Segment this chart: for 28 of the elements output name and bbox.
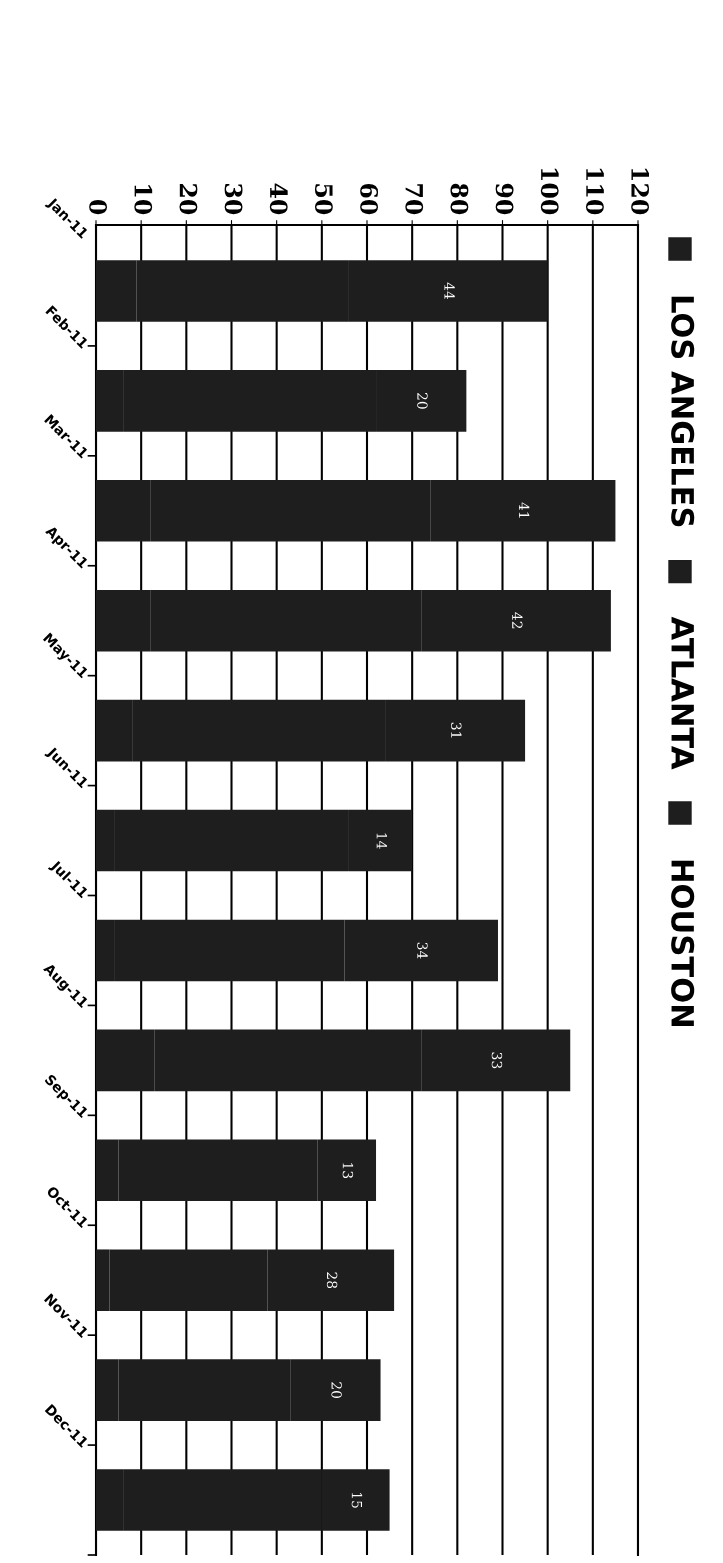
data-label: 34: [417, 942, 428, 959]
x-tick-label: 50: [314, 184, 333, 215]
data-label: 14: [376, 833, 388, 849]
data-label: 31: [451, 722, 462, 738]
legend-label: ATLANTA: [671, 616, 694, 770]
data-label: 41: [518, 502, 530, 518]
data-label: 42: [512, 612, 523, 629]
x-tick-label: 10: [134, 185, 153, 215]
text: LOS ANGELES: [671, 296, 695, 527]
x-tick-label: 70: [405, 184, 424, 215]
data-label: 28: [326, 1272, 338, 1289]
x-tick-label: 90: [495, 183, 514, 215]
data-label: 15: [351, 1492, 363, 1508]
x-tick-label: 80: [450, 183, 469, 215]
data-label: 44: [444, 282, 455, 300]
data-label: 33: [491, 1052, 503, 1069]
x-tick-label: 60: [360, 183, 379, 215]
data-label: 20: [417, 392, 428, 409]
data-label: 13: [342, 1163, 354, 1179]
x-tick-label: 100: [540, 168, 559, 215]
text: HOUSTON: [671, 860, 695, 1026]
x-tick-label: 20: [179, 184, 198, 215]
x-tick-label: 40: [269, 183, 288, 215]
data-label: 20: [331, 1382, 342, 1399]
x-tick-label: 0: [89, 199, 108, 215]
x-tick-label: 30: [224, 184, 243, 215]
x-tick-label: 120: [631, 168, 650, 215]
x-tick-label: 110: [585, 168, 604, 215]
